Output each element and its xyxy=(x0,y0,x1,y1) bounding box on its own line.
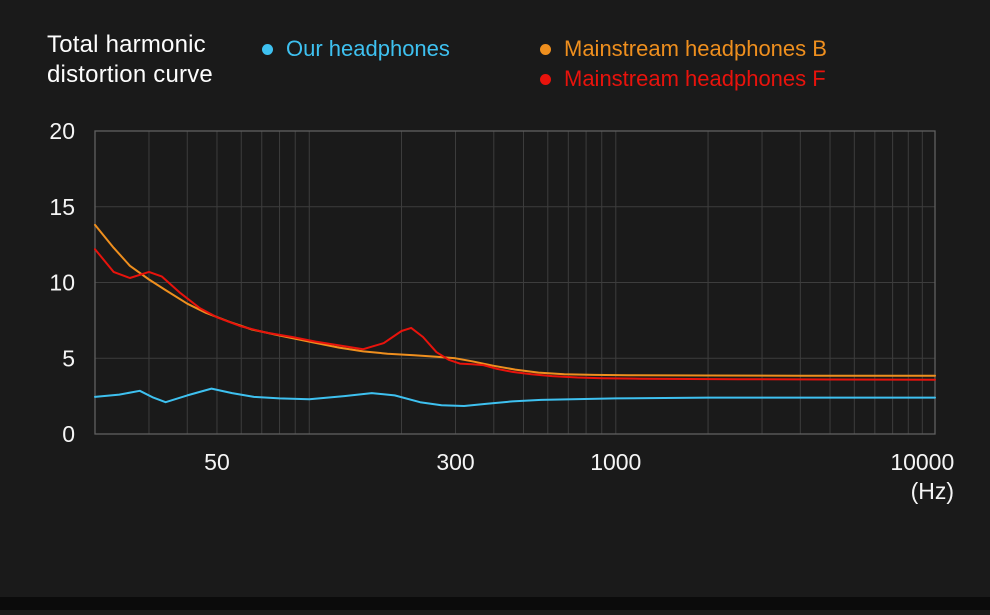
legend-item-our-headphones: Our headphones xyxy=(262,36,450,62)
y-tick-label: 10 xyxy=(49,270,75,296)
x-tick-label: 10000 xyxy=(890,449,954,475)
chart-title: Total harmonic distortion curve xyxy=(47,31,213,88)
legend-item-mainstream-f: Mainstream headphones F xyxy=(540,66,826,92)
series-line xyxy=(94,223,936,377)
legend-dot-icon xyxy=(540,73,551,85)
series-line xyxy=(94,248,936,381)
plot-border xyxy=(94,130,936,435)
x-tick-label: 50 xyxy=(204,449,230,475)
x-tick-label: 1000 xyxy=(590,449,641,475)
legend-label: Our headphones xyxy=(286,36,450,61)
tick-labels: 50 300 1000 10000 0 5 10 15 20 xyxy=(49,118,954,475)
bottom-bar xyxy=(0,597,990,610)
grid-lines xyxy=(95,130,935,435)
x-tick-label: 300 xyxy=(436,449,474,475)
legend-label: Mainstream headphones F xyxy=(564,66,826,91)
y-tick-label: 0 xyxy=(62,421,75,447)
legend-label: Mainstream headphones B xyxy=(564,36,827,61)
y-tick-label: 20 xyxy=(49,118,75,144)
legend-dot-icon xyxy=(262,43,273,55)
x-axis-unit-label: (Hz) xyxy=(910,478,954,504)
series-line xyxy=(94,387,936,407)
y-tick-label: 15 xyxy=(49,194,75,220)
legend-dot-icon xyxy=(540,43,551,55)
y-tick-label: 5 xyxy=(62,345,75,371)
legend-item-mainstream-b: Mainstream headphones B xyxy=(540,36,827,62)
